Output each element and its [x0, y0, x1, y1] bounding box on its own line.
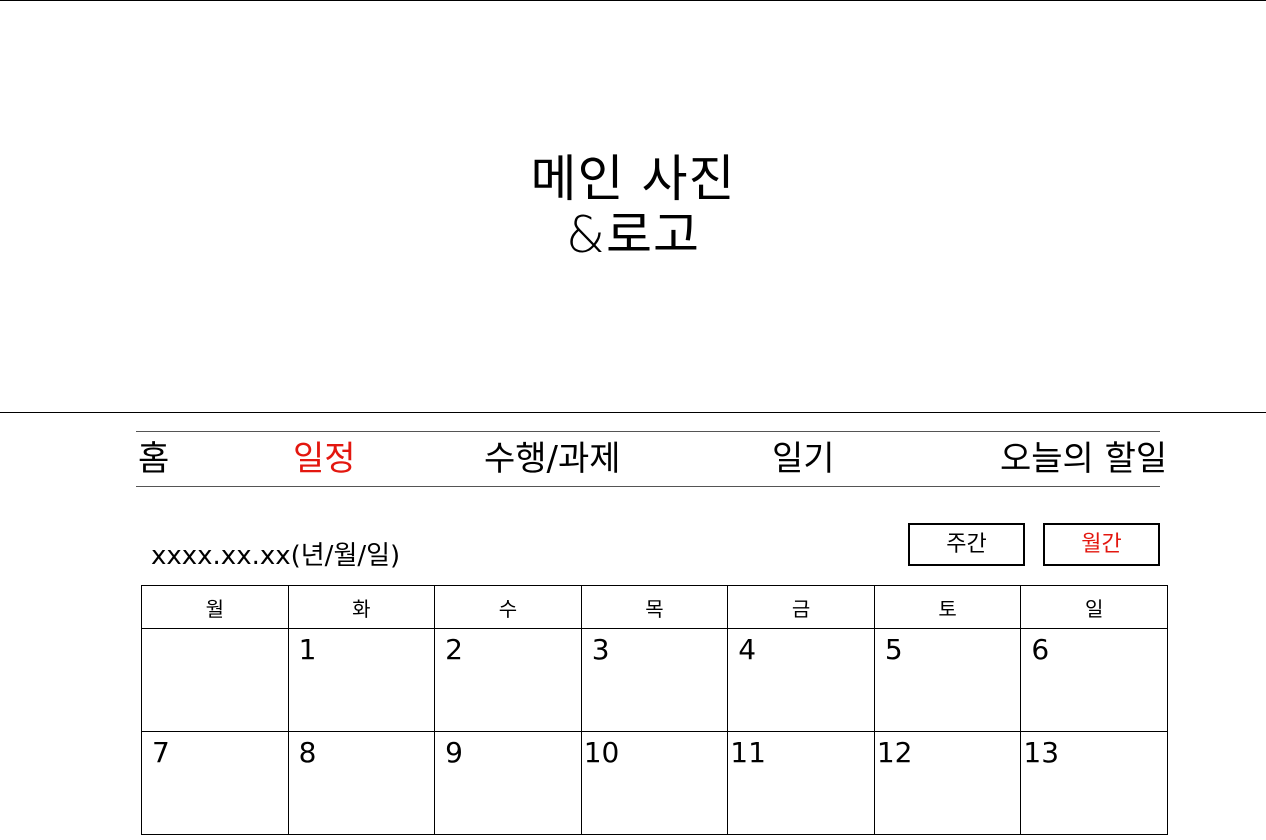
weekly-view-button[interactable]: 주간: [908, 523, 1025, 566]
main-nav: 홈 일정 수행/과제 일기 오늘의 할일: [136, 431, 1167, 487]
weekday-header: 화: [287, 585, 436, 629]
calendar-day-cell[interactable]: 3: [580, 628, 729, 732]
monthly-calendar: 월 화 수 목 금 토 일 1 2 3 4 5 6 7 8 9: [141, 585, 1168, 835]
monthly-view-button[interactable]: 월간: [1043, 523, 1160, 566]
day-number: 10: [583, 736, 620, 769]
day-number: 8: [298, 736, 317, 769]
day-number: 6: [1031, 633, 1050, 666]
day-number: 4: [738, 633, 757, 666]
weekday-header: 수: [434, 585, 582, 629]
weekday-header: 목: [580, 585, 729, 629]
main-banner: 메인 사진 &로고: [0, 1, 1266, 412]
calendar-day-cell[interactable]: 9: [434, 731, 582, 835]
weekday-header: 토: [873, 585, 1022, 629]
calendar-week-row: 7 8 9 10 11 12 13: [141, 731, 1168, 835]
day-number: 9: [445, 736, 463, 769]
calendar-day-cell[interactable]: 6: [1020, 628, 1168, 732]
calendar-week-row: 1 2 3 4 5 6: [141, 628, 1168, 732]
weekday-header: 금: [727, 585, 875, 629]
nav-item-todo[interactable]: 오늘의 할일: [1000, 439, 1168, 479]
nav-item-schedule[interactable]: 일정: [293, 439, 356, 479]
day-number: 7: [152, 736, 170, 769]
day-number: 1: [298, 633, 317, 666]
calendar-day-cell[interactable]: 7: [141, 731, 289, 835]
calendar-day-cell[interactable]: 4: [727, 628, 875, 732]
nav-item-assignments[interactable]: 수행/과제: [484, 439, 621, 479]
banner-top-divider: [0, 0, 1266, 1]
weekday-header-row: 월 화 수 목 금 토 일: [141, 585, 1168, 629]
nav-item-diary[interactable]: 일기: [772, 439, 835, 479]
calendar-day-cell[interactable]: 2: [434, 628, 582, 732]
nav-item-home[interactable]: 홈: [138, 439, 170, 479]
calendar-day-cell[interactable]: 1: [287, 628, 436, 732]
day-number: [142, 629, 288, 635]
current-date-label: xxxx.xx.xx(년/월/일): [151, 541, 401, 571]
calendar-day-cell[interactable]: 8: [287, 731, 436, 835]
calendar-day-cell[interactable]: 11: [727, 731, 875, 835]
banner-logo-text: &로고: [566, 205, 700, 264]
banner-title: 메인 사진: [530, 149, 736, 208]
calendar-day-cell[interactable]: [141, 628, 289, 732]
day-number: 5: [884, 633, 903, 666]
weekday-header: 월: [141, 585, 289, 629]
day-number: 12: [876, 736, 913, 769]
day-number: 13: [1023, 736, 1060, 769]
banner-bottom-divider: [0, 412, 1266, 413]
calendar-day-cell[interactable]: 13: [1020, 731, 1168, 835]
calendar-day-cell[interactable]: 5: [873, 628, 1022, 732]
weekday-header: 일: [1020, 585, 1168, 629]
day-number: 2: [445, 633, 463, 666]
day-number: 11: [730, 736, 766, 769]
calendar-day-cell[interactable]: 12: [873, 731, 1022, 835]
day-number: 3: [591, 633, 610, 666]
calendar-day-cell[interactable]: 10: [580, 731, 729, 835]
